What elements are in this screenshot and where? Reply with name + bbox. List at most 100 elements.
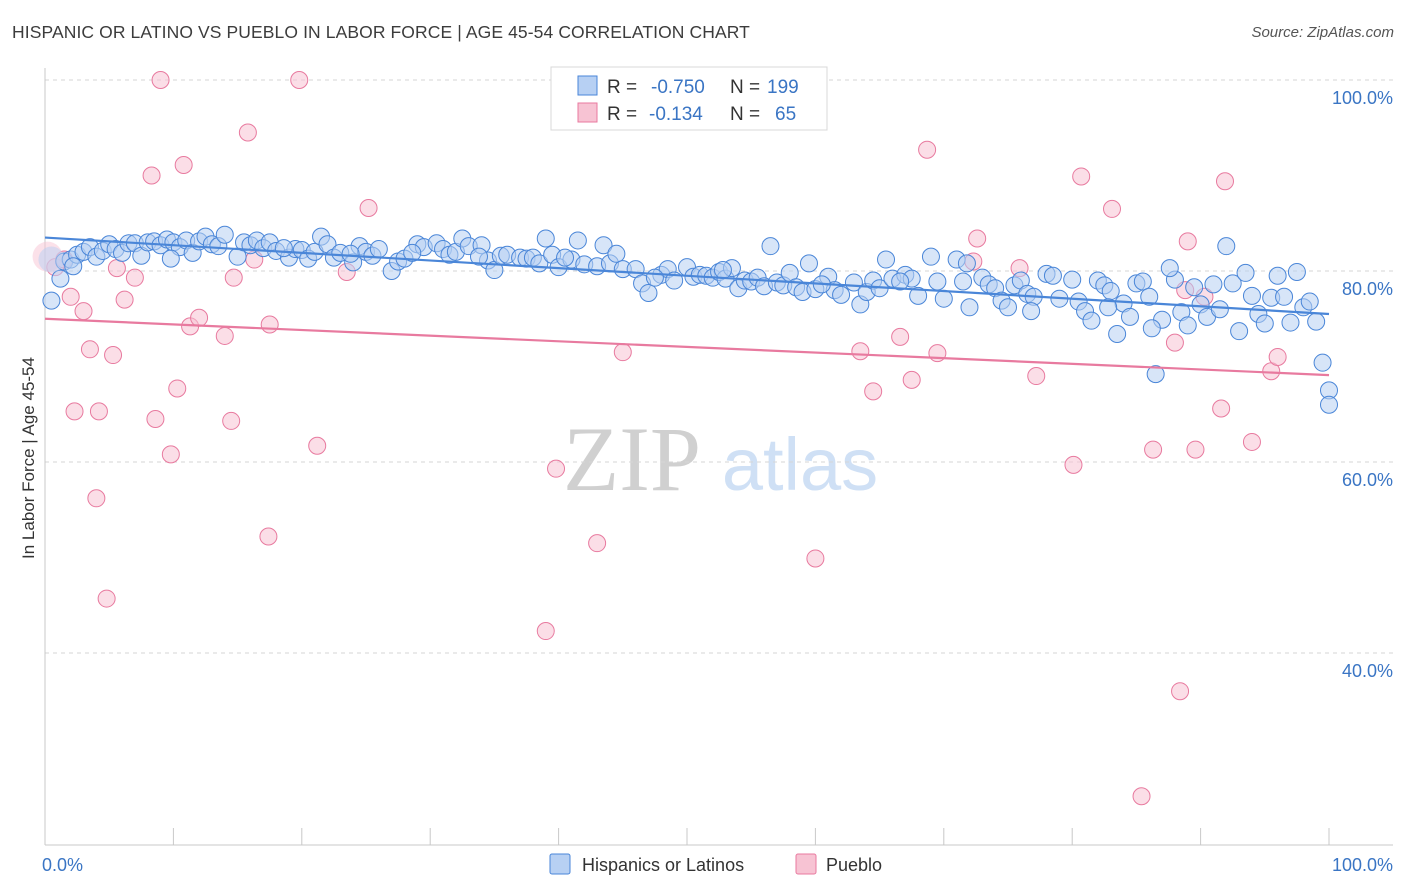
hispanic-point-171 [1281, 313, 1300, 332]
pueblo-point-38 [806, 549, 825, 568]
pueblo-point-31 [359, 198, 378, 217]
hispanic-point-69 [536, 229, 555, 248]
y-axis-title: In Labor Force | Age 45-54 [19, 357, 38, 559]
stats-r-value-2: -0.134 [649, 104, 703, 125]
hispanic-point-172 [1287, 262, 1306, 281]
stats-n-label-1: N = [730, 77, 760, 98]
pueblo-point-53 [1144, 440, 1163, 459]
hispanic-point-149 [1133, 272, 1152, 291]
hispanic-point-150 [1140, 287, 1159, 306]
pueblo-point-46 [968, 229, 987, 248]
y-tick-label-3: 40.0% [1342, 661, 1393, 681]
pueblo-point-21 [215, 326, 234, 345]
x-axis-ticks [44, 828, 1330, 845]
stats-swatch-blue [577, 75, 598, 96]
stats-n-value-2: 65 [775, 104, 796, 125]
pueblo-point-48 [1027, 367, 1046, 386]
pueblo-point-43 [918, 140, 937, 159]
hispanic-point-124 [954, 272, 973, 291]
hispanic-point-27 [215, 225, 234, 244]
stats-r-label-1: R = [607, 77, 637, 98]
x-tick-labels: 0.0% 100.0% [42, 855, 1393, 875]
pueblo-point-16 [161, 445, 180, 464]
legend-swatch-hispanic [549, 853, 571, 875]
pueblo-point-3 [65, 402, 84, 421]
hispanic-point-73 [568, 231, 587, 250]
hispanic-point-186 [645, 268, 664, 287]
pueblo-point-20 [190, 308, 209, 327]
hispanic-point-184 [469, 247, 488, 266]
pueblo-point-8 [97, 589, 116, 608]
pueblo-point-57 [1178, 232, 1197, 251]
pueblo-point-40 [864, 382, 883, 401]
stats-r-value-1: -0.750 [651, 77, 705, 98]
hispanic-point-141 [1082, 311, 1101, 330]
hispanic-point-122 [934, 289, 953, 308]
pueblo-point-61 [1215, 172, 1234, 191]
hispanic-point-115 [877, 250, 896, 269]
hispanic-point-120 [921, 247, 940, 266]
pueblo-point-9 [104, 346, 123, 365]
pueblo-point-35 [613, 343, 632, 362]
hispanic-point-82 [639, 283, 658, 302]
hispanic-point-183 [403, 243, 422, 262]
hispanic-point-193 [1142, 319, 1161, 338]
pueblo-point-11 [115, 290, 134, 309]
legend-swatch-pueblo [795, 853, 817, 875]
hispanic-trend-line [44, 236, 1330, 316]
hispanic-point-121 [928, 272, 947, 291]
stats-swatch-pink [577, 102, 598, 123]
stats-r-label-2: R = [607, 104, 637, 125]
pueblo-point-27 [260, 315, 279, 334]
y-tick-label-2: 60.0% [1342, 470, 1393, 490]
hispanic-point-180 [161, 249, 180, 268]
hispanic-point-170 [1275, 287, 1294, 306]
hispanic-point-164 [1236, 263, 1255, 282]
y-tick-label-1: 80.0% [1342, 279, 1393, 299]
trend-lines [44, 236, 1330, 377]
pueblo-point-54 [1165, 333, 1184, 352]
hispanic-point-162 [1223, 274, 1242, 293]
pueblo-point-52 [1132, 787, 1151, 806]
hispanic-point-0 [42, 291, 61, 310]
pueblo-trend-line [44, 317, 1330, 377]
pueblo-point-17 [168, 379, 187, 398]
hispanic-point-156 [1185, 278, 1204, 297]
hispanic-point-191 [1022, 302, 1041, 321]
pueblo-point-22 [222, 411, 241, 430]
chart-title: HISPANIC OR LATINO VS PUEBLO IN LABOR FO… [12, 22, 750, 42]
hispanic-point-99 [761, 237, 780, 256]
hispanic-point-176 [1313, 353, 1332, 372]
pueblo-point-12 [125, 268, 144, 287]
pueblo-point-23 [224, 268, 243, 287]
stats-n-label-2: N = [730, 104, 760, 125]
hispanic-point-169 [1268, 266, 1287, 285]
hispanic-point-1 [51, 269, 70, 288]
pueblo-point-5 [80, 340, 99, 359]
hispanic-point-167 [1255, 314, 1274, 333]
pueblo-point-4 [74, 302, 93, 321]
hispanic-point-155 [1178, 316, 1197, 335]
pueblo-point-14 [146, 410, 165, 429]
pueblo-point-49 [1064, 455, 1083, 474]
hispanic-point-185 [556, 248, 575, 267]
hispanic-point-194 [1160, 259, 1179, 278]
pueblo-point-6 [87, 489, 106, 508]
pueblo-point-42 [902, 370, 921, 389]
pueblo-point-39 [851, 342, 870, 361]
hispanic-point-109 [832, 285, 851, 304]
hispanic-point-190 [957, 254, 976, 273]
hispanic-point-179 [64, 257, 83, 276]
pueblo-point-58 [1186, 440, 1205, 459]
hispanic-point-187 [713, 261, 732, 280]
y-tick-labels: 100.0% 80.0% 60.0% 40.0% [1332, 88, 1393, 681]
legend-label-pueblo: Pueblo [826, 855, 882, 875]
pueblo-point-10 [107, 259, 126, 278]
y-tick-label-0: 100.0% [1332, 88, 1393, 108]
stats-n-value-1: 199 [767, 77, 799, 98]
hispanic-point-78 [607, 244, 626, 263]
hispanic-points [38, 225, 1338, 414]
legend-label-hispanic: Hispanics or Latinos [582, 855, 744, 875]
hispanic-point-192 [1099, 298, 1118, 317]
